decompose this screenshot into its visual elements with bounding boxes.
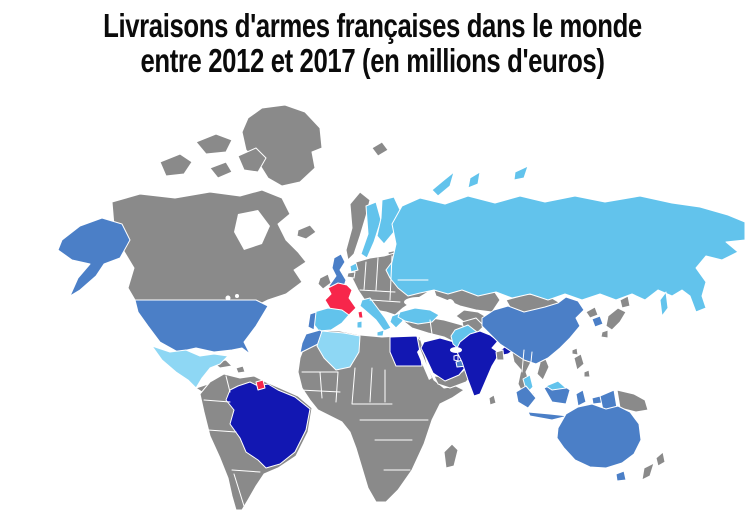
- gray-overlays: [495, 349, 505, 361]
- world-map: [57, 104, 745, 511]
- russia-arctic-island: [467, 171, 481, 189]
- country-egypt: [389, 335, 423, 367]
- indonesia-sumatra: [515, 385, 537, 409]
- italy-sicily: [376, 329, 385, 337]
- colored-countries: [57, 165, 745, 482]
- great-lake-2: [235, 294, 239, 298]
- russia-sakhalin: [659, 291, 669, 317]
- south-america-borders: [203, 375, 261, 507]
- japan-hokkaido: [619, 295, 631, 309]
- australia-tasmania: [615, 470, 627, 482]
- indonesia-java: [527, 411, 569, 421]
- japan-honshu: [605, 307, 627, 331]
- japan-kyushu: [600, 329, 609, 339]
- philippines-mindanao: [583, 369, 591, 378]
- black-sea: [404, 297, 432, 307]
- country-netherlands: [349, 262, 359, 273]
- chart-title-line1: Livraisons d'armes françaises dans le mo…: [103, 7, 642, 44]
- arctic-island-2: [159, 153, 193, 177]
- chart-title-line2: entre 2012 et 2017 (en millions d'euros): [140, 42, 605, 79]
- country-sweden: [360, 201, 382, 259]
- country-spain: [311, 307, 350, 332]
- great-lake-1: [225, 295, 231, 301]
- russia-arctic-island-2: [513, 165, 529, 181]
- philippines-luzon: [573, 353, 585, 371]
- country-svalbard: [371, 141, 389, 157]
- country-bangladesh: [495, 349, 505, 361]
- country-north-korea: [585, 306, 599, 319]
- country-greenland: [241, 104, 323, 187]
- country-hispaniola: [235, 365, 246, 374]
- country-ireland: [317, 273, 332, 290]
- country-france-corsica: [357, 310, 364, 319]
- country-qatar: [453, 354, 459, 362]
- country-south-korea: [591, 315, 604, 328]
- country-madagascar: [443, 443, 459, 469]
- italy-sardinia: [356, 320, 363, 329]
- country-usa: [134, 299, 269, 355]
- country-turkey: [397, 307, 440, 325]
- country-italy: [359, 297, 392, 332]
- europe-borders: [359, 255, 429, 303]
- country-norway: [345, 191, 371, 261]
- country-belgium: [346, 271, 356, 279]
- chart-title: Livraisons d'armes françaises dans le mo…: [0, 8, 745, 78]
- country-taiwan: [571, 347, 579, 356]
- asia-borders: [409, 319, 533, 373]
- indonesia-sulawesi: [575, 389, 587, 407]
- country-malaysia-borneo: [545, 380, 567, 391]
- country-russia: [385, 195, 745, 313]
- new-zealand-north: [655, 451, 666, 467]
- red-sea: [417, 348, 432, 380]
- arctic-island-3: [209, 161, 233, 179]
- hudson-bay: [234, 210, 270, 250]
- country-china: [481, 296, 585, 365]
- country-french-guiana: [255, 379, 266, 391]
- country-sri-lanka: [488, 394, 497, 406]
- new-zealand-south: [641, 462, 655, 481]
- country-australia: [556, 403, 642, 469]
- border-hints: [203, 255, 533, 507]
- country-finland: [376, 196, 402, 245]
- gray-countries: [111, 104, 666, 511]
- country-usa-alaska: [57, 217, 131, 297]
- russia-novaya-zemlya: [431, 171, 455, 197]
- country-iceland: [296, 224, 317, 240]
- country-portugal: [307, 311, 317, 331]
- arctic-island-1: [195, 133, 233, 155]
- country-algeria: [316, 330, 361, 371]
- country-mexico: [151, 345, 229, 389]
- country-canada: [111, 189, 307, 307]
- persian-gulf: [450, 347, 462, 353]
- africa-borders: [299, 367, 429, 471]
- arctic-island-baffin: [237, 147, 267, 173]
- caspian-sea: [444, 299, 456, 321]
- seas: [225, 210, 462, 380]
- country-brazil: [225, 381, 311, 469]
